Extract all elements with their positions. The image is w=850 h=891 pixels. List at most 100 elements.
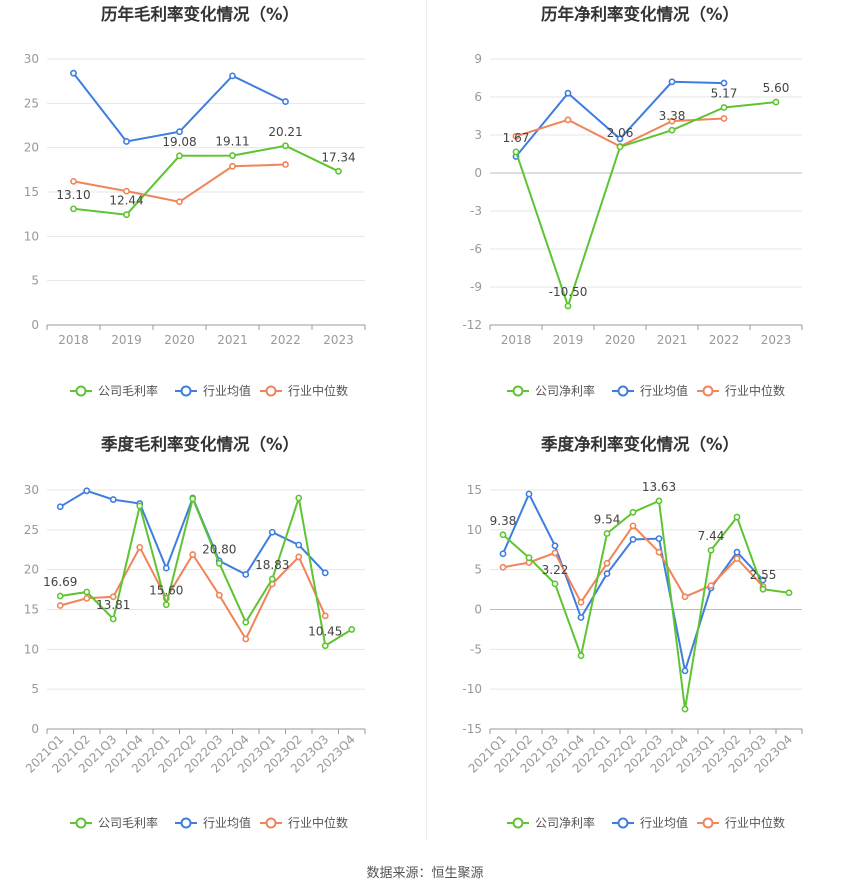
company-point[interactable] [720, 104, 728, 111]
company-point[interactable] [733, 513, 741, 521]
company-point[interactable] [242, 618, 250, 626]
company-point[interactable] [109, 615, 117, 623]
company-point[interactable] [123, 211, 130, 219]
industry-avg-point[interactable] [577, 614, 585, 621]
company-point[interactable] [499, 531, 507, 539]
company-point[interactable] [668, 126, 676, 134]
industry-avg-point[interactable] [629, 535, 637, 543]
industry-median-point[interactable] [629, 522, 637, 530]
company-point[interactable] [176, 152, 183, 160]
industry-avg-point[interactable] [564, 89, 572, 97]
company-point[interactable] [229, 152, 236, 159]
industry-avg-point[interactable] [655, 535, 663, 542]
industry-avg-point[interactable] [123, 138, 130, 145]
company-point[interactable] [268, 575, 276, 583]
industry-avg-point[interactable] [295, 541, 303, 549]
industry-median-point[interactable] [123, 187, 130, 195]
legend-item-company[interactable]: 公司毛利率 [70, 815, 158, 830]
legend-item-company[interactable]: 公司净利率 [507, 815, 595, 830]
company-point[interactable] [564, 302, 572, 310]
industry-median-point[interactable] [681, 593, 689, 601]
industry-median-point[interactable] [215, 591, 223, 599]
industry-avg-point[interactable] [162, 564, 170, 572]
legend-item-industry-median[interactable]: 行业中位数 [260, 815, 348, 830]
company-point[interactable] [335, 167, 342, 175]
company-point[interactable] [551, 580, 559, 588]
legend-item-industry-median[interactable]: 行业中位数 [697, 815, 785, 830]
industry-avg-point[interactable] [56, 503, 64, 511]
industry-median-point[interactable] [668, 117, 676, 125]
industry-median-point[interactable] [707, 582, 715, 589]
industry-median-point[interactable] [56, 602, 64, 609]
company-point[interactable] [525, 554, 533, 562]
industry-median-point[interactable] [109, 593, 117, 601]
industry-median-point[interactable] [720, 115, 728, 122]
industry-avg-point[interactable] [720, 79, 728, 87]
company-point[interactable] [162, 601, 170, 609]
industry-median-point[interactable] [603, 559, 611, 567]
company-point[interactable] [348, 626, 356, 633]
industry-median-point[interactable] [282, 161, 289, 168]
industry-avg-point[interactable] [229, 72, 236, 80]
legend-item-industry-median[interactable]: 行业中位数 [260, 383, 348, 398]
company-point[interactable] [772, 98, 780, 106]
industry-median-point[interactable] [551, 549, 559, 557]
industry-avg-point[interactable] [242, 571, 250, 578]
industry-avg-point[interactable] [616, 135, 624, 143]
company-point[interactable] [136, 502, 144, 510]
company-point[interactable] [83, 588, 91, 596]
company-point[interactable] [707, 546, 715, 554]
industry-median-point[interactable] [499, 563, 507, 571]
industry-median-point[interactable] [655, 548, 663, 556]
industry-avg-point[interactable] [83, 487, 91, 495]
industry-avg-point[interactable] [603, 570, 611, 578]
industry-avg-point[interactable] [668, 78, 676, 86]
industry-avg-point[interactable] [551, 542, 559, 550]
company-point[interactable] [295, 494, 303, 502]
industry-median-point[interactable] [321, 612, 329, 620]
company-point[interactable] [681, 705, 689, 713]
industry-median-point[interactable] [229, 162, 236, 170]
industry-median-point[interactable] [564, 116, 572, 124]
industry-median-point[interactable] [176, 198, 183, 206]
industry-avg-point[interactable] [733, 548, 741, 556]
legend-item-industry-avg[interactable]: 行业均值 [175, 383, 251, 398]
legend-item-company[interactable]: 公司净利率 [507, 383, 595, 398]
company-point[interactable] [655, 497, 663, 505]
industry-avg-point[interactable] [525, 490, 533, 498]
company-point[interactable] [603, 530, 611, 537]
industry-avg-point[interactable] [268, 528, 276, 536]
industry-avg-point[interactable] [109, 496, 117, 503]
industry-avg-point[interactable] [499, 550, 507, 558]
industry-median-point[interactable] [512, 132, 520, 140]
industry-avg-point[interactable] [176, 128, 183, 136]
company-point[interactable] [215, 559, 223, 567]
company-point[interactable] [70, 205, 77, 213]
company-point[interactable] [629, 508, 637, 516]
legend-item-industry-avg[interactable]: 行业均值 [612, 383, 688, 398]
industry-median-point[interactable] [577, 598, 585, 606]
industry-median-point[interactable] [189, 551, 197, 558]
industry-avg-point[interactable] [681, 667, 689, 675]
company-point[interactable] [577, 652, 585, 660]
company-point[interactable] [282, 142, 289, 150]
industry-median-point[interactable] [136, 543, 144, 551]
industry-median-point[interactable] [242, 635, 250, 643]
industry-avg-point[interactable] [282, 98, 289, 105]
industry-median-point[interactable] [295, 553, 303, 561]
company-point[interactable] [56, 592, 64, 600]
company-point[interactable] [759, 585, 767, 593]
industry-avg-point[interactable] [321, 569, 329, 577]
industry-median-point[interactable] [733, 555, 741, 562]
industry-median-point[interactable] [83, 594, 91, 602]
company-point[interactable] [321, 642, 329, 650]
company-point[interactable] [189, 495, 197, 503]
company-point[interactable] [512, 148, 520, 156]
legend-item-industry-median[interactable]: 行业中位数 [697, 383, 785, 398]
legend-item-industry-avg[interactable]: 行业均值 [175, 815, 251, 830]
company-point[interactable] [616, 143, 624, 151]
company-point[interactable] [785, 589, 793, 597]
industry-median-point[interactable] [70, 177, 77, 185]
legend-item-company[interactable]: 公司毛利率 [70, 383, 158, 398]
industry-avg-point[interactable] [70, 69, 77, 77]
